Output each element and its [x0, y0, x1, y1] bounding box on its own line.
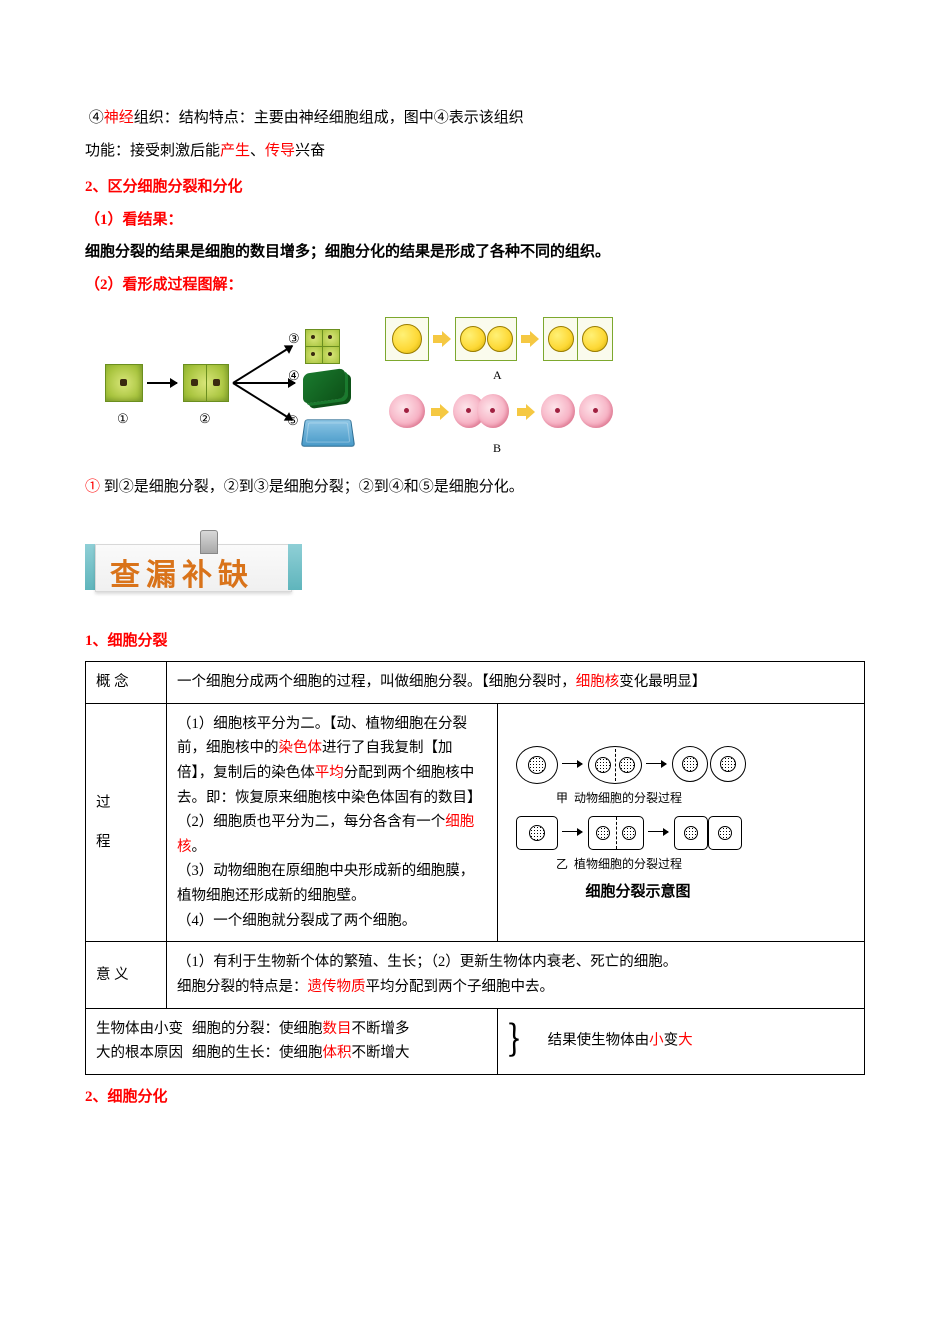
document-page: ④神经组织：结构特点：主要由神经细胞组成，图中④表示该组织 功能：接受刺激后能产…	[0, 0, 950, 1175]
table-row: 生物体由小变大的根本原因 细胞的分裂：使细胞数目不断增多 细胞的生长：使细胞体积…	[86, 1008, 865, 1074]
section-2-sub1-body: 细胞分裂的结果是细胞的数目增多；细胞分化的结果是形成了各种不同的组织。	[85, 238, 865, 267]
process-diagram: 甲 动物细胞的分裂过程	[508, 738, 768, 908]
meaning-cell: （1）有利于生物新个体的繁殖、生长；（2）更新生物体内衰老、死亡的细胞。 细胞分…	[167, 942, 865, 1008]
brace-icon: ｝	[508, 1025, 544, 1057]
reason-result-cell: ｝ 结果使生物体由小变大	[498, 1008, 865, 1074]
diagram-conclusion: ① 到②是细胞分裂，②到③是细胞分裂；②到④和⑤是细胞分化。	[85, 473, 865, 502]
section-banner: 查漏补缺	[85, 532, 300, 602]
row-header-process: 过 程	[86, 703, 167, 942]
banner-text: 查漏补缺	[110, 547, 254, 604]
concept-cell: 一个细胞分成两个细胞的过程，叫做细胞分裂。【细胞分裂时，细胞核变化最明显】	[167, 662, 865, 704]
section-2-sub2: （2）看形成过程图解：	[85, 271, 865, 300]
row-header-meaning: 意 义	[86, 942, 167, 1008]
row-header-reason: 生物体由小变大的根本原因 细胞的分裂：使细胞数目不断增多 细胞的生长：使细胞体积…	[86, 1008, 498, 1074]
last-section-title: 2、细胞分化	[85, 1083, 865, 1112]
intro-line-2: 功能：接受刺激后能产生、传导兴奋	[85, 137, 865, 166]
table-row: 过 程 （1）细胞核平分为二。【动、植物细胞在分裂前，细胞核中的染色体进行了自我…	[86, 703, 865, 942]
row-header-concept: 概 念	[86, 662, 167, 704]
cell-division-table: 概 念 一个细胞分成两个细胞的过程，叫做细胞分裂。【细胞分裂时，细胞核变化最明显…	[85, 661, 865, 1075]
process-diagram-cell: 甲 动物细胞的分裂过程	[498, 703, 865, 942]
cd-title: 1、细胞分裂	[85, 627, 865, 656]
section-2-title: 2、区分细胞分裂和分化	[85, 173, 865, 202]
process-text-cell: （1）细胞核平分为二。【动、植物细胞在分裂前，细胞核中的染色体进行了自我复制【加…	[167, 703, 498, 942]
table-row: 概 念 一个细胞分成两个细胞的过程，叫做细胞分裂。【细胞分裂时，细胞核变化最明显…	[86, 662, 865, 704]
cell-division-diagram: ① ② ③ ④ ⑤	[95, 309, 615, 459]
section-2-sub1: （1）看结果：	[85, 206, 865, 235]
table-row: 意 义 （1）有利于生物新个体的繁殖、生长；（2）更新生物体内衰老、死亡的细胞。…	[86, 942, 865, 1008]
intro-line-1: ④神经组织：结构特点：主要由神经细胞组成，图中④表示该组织	[85, 104, 865, 133]
